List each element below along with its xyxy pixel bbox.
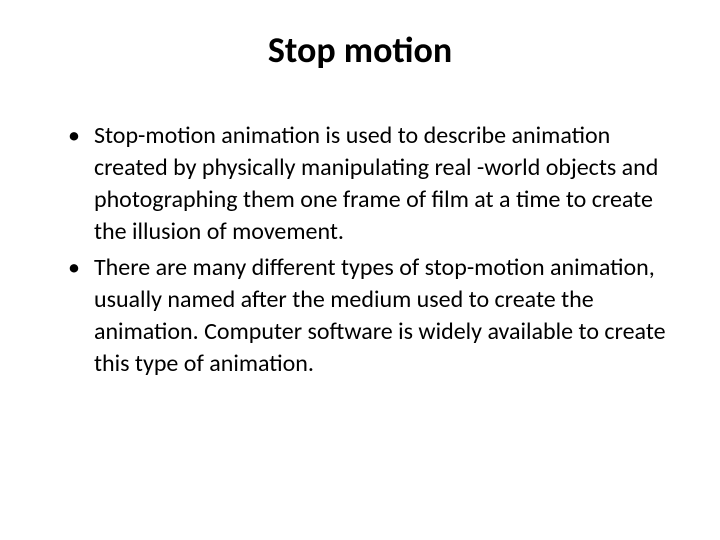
bullet-item: • Stop-motion animation is used to descr… (68, 120, 670, 248)
slide-container: Stop motion • Stop-motion animation is u… (0, 0, 720, 540)
slide-content: • Stop-motion animation is used to descr… (50, 120, 670, 380)
bullet-marker-icon: • (68, 252, 80, 284)
bullet-item: • There are many different types of stop… (68, 252, 670, 380)
bullet-text: Stop-motion animation is used to describ… (94, 120, 670, 248)
slide-title: Stop motion (50, 28, 670, 72)
bullet-text: There are many different types of stop-m… (94, 252, 670, 380)
bullet-marker-icon: • (68, 120, 80, 152)
